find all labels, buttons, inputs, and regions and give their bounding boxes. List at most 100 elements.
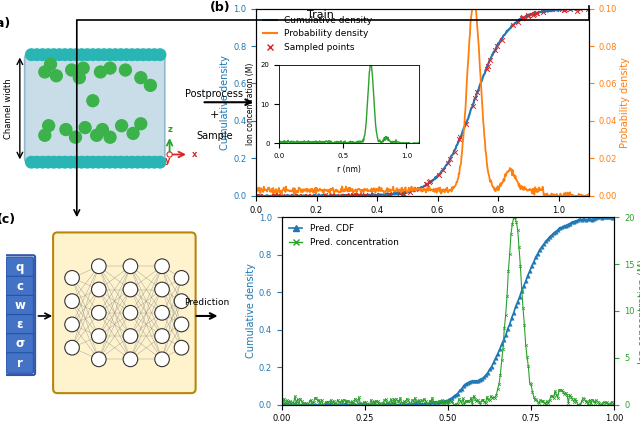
Point — [383, 190, 394, 197]
Point — [348, 191, 358, 198]
Circle shape — [92, 352, 106, 367]
Point — [461, 121, 471, 127]
Circle shape — [65, 317, 79, 332]
FancyBboxPatch shape — [6, 257, 33, 278]
Point — [424, 179, 434, 186]
Circle shape — [123, 329, 138, 343]
Point — [529, 11, 539, 17]
Circle shape — [97, 124, 108, 135]
Point — [527, 11, 538, 18]
Circle shape — [81, 156, 93, 168]
Point — [346, 192, 356, 199]
Point — [484, 56, 495, 63]
Point — [399, 190, 410, 197]
Circle shape — [174, 294, 189, 308]
Point — [340, 192, 351, 199]
Circle shape — [126, 49, 138, 60]
Circle shape — [174, 340, 189, 355]
Point — [508, 22, 518, 29]
Point — [470, 95, 480, 101]
Point — [523, 12, 533, 18]
Circle shape — [155, 352, 170, 367]
Circle shape — [87, 95, 99, 106]
Circle shape — [138, 49, 149, 60]
Point — [273, 191, 284, 198]
Circle shape — [48, 49, 60, 60]
Circle shape — [99, 156, 110, 168]
Circle shape — [70, 131, 81, 143]
Text: (a): (a) — [0, 17, 12, 30]
Point — [397, 190, 408, 197]
Circle shape — [154, 156, 166, 168]
Circle shape — [154, 49, 166, 60]
Point — [339, 193, 349, 199]
Y-axis label: Cumulative density: Cumulative density — [220, 55, 230, 150]
FancyBboxPatch shape — [6, 314, 33, 335]
Circle shape — [36, 156, 48, 168]
Circle shape — [123, 352, 138, 367]
Point — [364, 192, 374, 199]
Point — [323, 193, 333, 199]
Circle shape — [48, 156, 60, 168]
Point — [483, 63, 493, 69]
Point — [422, 181, 432, 187]
Point — [414, 186, 424, 193]
Point — [302, 193, 312, 199]
Text: c: c — [16, 280, 23, 293]
Point — [434, 171, 444, 178]
Point — [374, 192, 384, 199]
Circle shape — [70, 156, 82, 168]
Circle shape — [115, 156, 127, 168]
Point — [251, 193, 261, 199]
Point — [481, 65, 492, 72]
Circle shape — [26, 49, 37, 60]
Point — [269, 192, 279, 199]
Circle shape — [99, 49, 110, 60]
Circle shape — [104, 62, 116, 74]
Point — [306, 192, 316, 199]
Point — [349, 192, 359, 199]
Circle shape — [65, 294, 79, 308]
FancyBboxPatch shape — [53, 233, 196, 393]
Circle shape — [143, 156, 155, 168]
Circle shape — [87, 49, 99, 60]
FancyBboxPatch shape — [6, 334, 33, 354]
Circle shape — [93, 49, 104, 60]
Text: (b): (b) — [209, 1, 230, 14]
Circle shape — [74, 72, 85, 83]
Circle shape — [167, 152, 172, 157]
Circle shape — [155, 282, 170, 297]
Text: r: r — [17, 357, 22, 369]
Circle shape — [155, 329, 170, 343]
Circle shape — [168, 153, 171, 156]
Point — [575, 5, 586, 12]
Point — [368, 192, 378, 199]
Text: (c): (c) — [0, 213, 16, 226]
Circle shape — [76, 49, 88, 60]
Text: Prediction: Prediction — [184, 298, 230, 308]
Point — [455, 133, 465, 140]
Circle shape — [104, 156, 115, 168]
Circle shape — [123, 259, 138, 273]
Point — [538, 9, 548, 15]
Circle shape — [59, 156, 70, 168]
Circle shape — [42, 156, 54, 168]
Point — [396, 190, 406, 196]
Circle shape — [70, 49, 82, 60]
Point — [326, 191, 337, 198]
FancyBboxPatch shape — [25, 54, 165, 163]
Point — [360, 193, 370, 199]
Circle shape — [109, 49, 121, 60]
Circle shape — [60, 124, 72, 135]
FancyBboxPatch shape — [6, 276, 33, 297]
Circle shape — [92, 305, 106, 320]
Text: ε: ε — [17, 318, 23, 331]
Circle shape — [92, 282, 106, 297]
Circle shape — [104, 49, 115, 60]
Point — [345, 193, 355, 199]
Circle shape — [65, 340, 79, 355]
Legend: Pred. CDF, Pred. concentration: Pred. CDF, Pred. concentration — [286, 222, 401, 250]
Circle shape — [123, 282, 138, 297]
Circle shape — [77, 62, 89, 74]
Circle shape — [121, 49, 132, 60]
